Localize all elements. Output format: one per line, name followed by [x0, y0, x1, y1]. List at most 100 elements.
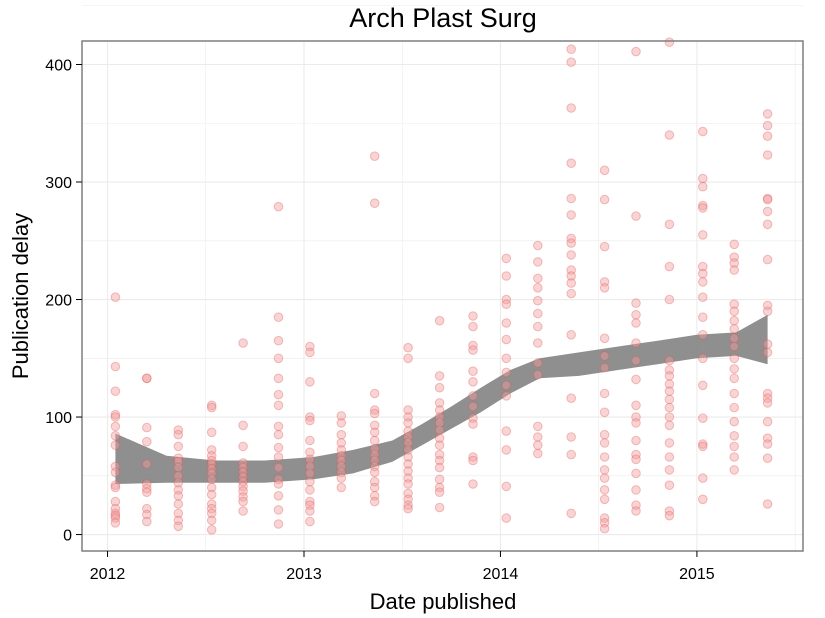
data-point: [698, 330, 708, 340]
data-point: [369, 151, 380, 161]
data-point: [664, 420, 675, 431]
data-point: [336, 411, 347, 421]
data-point: [273, 400, 284, 411]
chart-title: Arch Plast Surg: [349, 3, 537, 33]
data-point: [238, 441, 248, 452]
data-point: [566, 250, 577, 260]
data-point: [566, 449, 577, 460]
data-point: [273, 479, 284, 489]
data-point: [305, 347, 315, 358]
data-point: [501, 367, 512, 378]
data-point: [729, 353, 740, 364]
data-point: [305, 454, 315, 465]
data-point: [729, 299, 740, 310]
data-point: [110, 508, 121, 519]
data-point: [238, 476, 248, 487]
data-point: [434, 487, 445, 498]
data-point: [305, 377, 315, 387]
data-point: [403, 342, 413, 353]
data-point: [403, 418, 413, 428]
data-point: [434, 371, 445, 381]
data-point: [729, 416, 740, 427]
data-point: [403, 466, 413, 476]
data-point: [533, 321, 543, 332]
data-point: [533, 257, 543, 267]
y-axis: 0 100 200 300 400: [45, 58, 82, 545]
data-point: [206, 508, 217, 519]
data-point: [238, 420, 248, 431]
data-point: [206, 499, 217, 509]
plot-panel: [81, 5, 804, 552]
data-point: [173, 429, 184, 440]
data-point: [599, 518, 610, 528]
data-point: [110, 361, 121, 372]
data-point: [698, 230, 708, 240]
data-point: [631, 418, 641, 428]
data-point: [729, 373, 740, 384]
data-point: [434, 425, 445, 435]
data-point: [664, 412, 675, 422]
data-point: [369, 420, 380, 431]
data-point: [110, 409, 121, 420]
data-point: [631, 500, 641, 511]
data-point: [664, 355, 675, 366]
data-point: [110, 518, 121, 528]
data-point: [599, 388, 610, 399]
data-point: [403, 445, 413, 455]
data-point: [762, 131, 773, 141]
data-point: [729, 452, 740, 462]
data-point: [566, 44, 577, 55]
data-point: [698, 292, 708, 303]
data-point: [631, 454, 641, 465]
data-point: [434, 462, 445, 473]
data-point: [533, 283, 543, 293]
data-point: [434, 502, 445, 513]
data-point: [664, 480, 675, 491]
data-point: [566, 278, 577, 288]
data-point: [238, 467, 248, 478]
data-point: [566, 271, 577, 281]
data-point: [599, 494, 610, 505]
data-point: [664, 510, 675, 521]
data-point: [566, 233, 577, 244]
data-point: [566, 103, 577, 113]
data-point: [403, 452, 413, 462]
data-point: [206, 482, 217, 493]
data-point: [631, 412, 641, 422]
data-point: [173, 499, 184, 509]
data-point: [729, 333, 740, 344]
data-point: [110, 482, 121, 493]
y-tick-label: 100: [45, 410, 72, 427]
data-point: [403, 479, 413, 489]
data-point: [664, 465, 675, 475]
data-point: [729, 258, 740, 268]
data-point: [664, 506, 675, 516]
data-point: [698, 380, 708, 391]
data-point: [533, 440, 543, 451]
data-point: [566, 265, 577, 275]
data-point: [698, 200, 708, 211]
data-point: [273, 505, 284, 515]
data-point: [403, 473, 413, 483]
data-point: [403, 488, 413, 499]
data-point: [729, 252, 740, 263]
data-point: [533, 358, 543, 368]
data-point: [369, 198, 380, 208]
data-point: [110, 513, 121, 523]
data-point: [631, 400, 641, 411]
data-point: [273, 519, 284, 529]
data-point: [305, 415, 315, 426]
data-point: [631, 46, 641, 57]
data-point: [698, 494, 708, 505]
x-axis: 2012 2013 2014 2015: [90, 551, 715, 583]
data-point: [468, 452, 478, 462]
data-point: [206, 468, 217, 479]
data-point: [599, 333, 610, 344]
data-point: [206, 503, 217, 514]
data-point: [599, 277, 610, 287]
data-point: [698, 277, 708, 287]
data-point: [434, 405, 445, 415]
data-point: [566, 158, 577, 168]
data-point: [305, 412, 315, 422]
data-point: [664, 371, 675, 381]
